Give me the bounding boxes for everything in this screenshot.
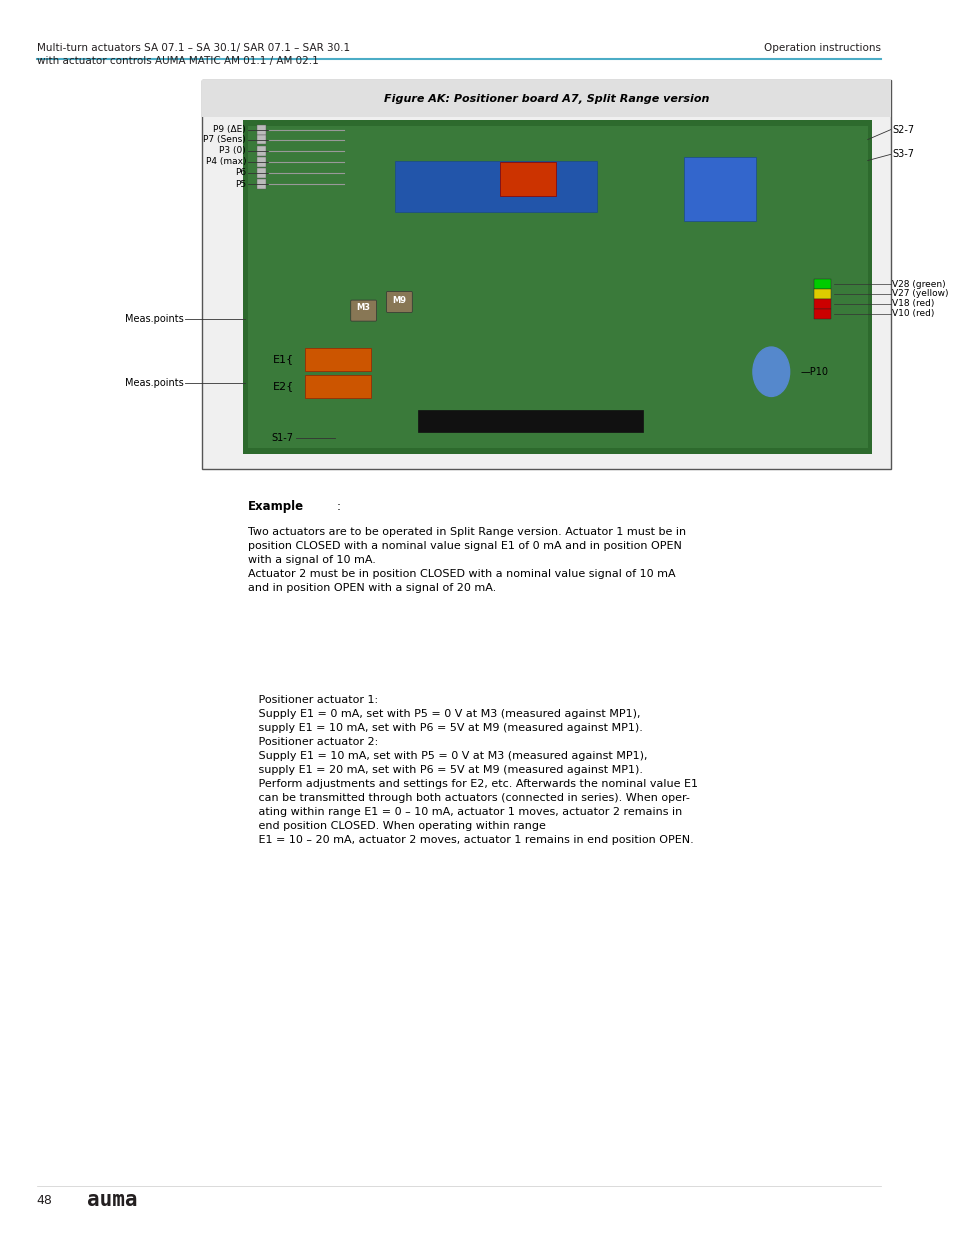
FancyBboxPatch shape (256, 125, 266, 135)
Text: S1-7: S1-7 (272, 433, 294, 443)
FancyBboxPatch shape (814, 309, 830, 319)
FancyBboxPatch shape (814, 279, 830, 289)
Text: E1{: E1{ (273, 354, 294, 364)
Text: V10 (red): V10 (red) (892, 309, 934, 319)
Text: E2{: E2{ (273, 382, 294, 391)
Text: P9 (ΔE): P9 (ΔE) (213, 125, 246, 135)
Text: Multi-turn actuators SA 07.1 – SA 30.1/ SAR 07.1 – SAR 30.1
with actuator contro: Multi-turn actuators SA 07.1 – SA 30.1/ … (36, 43, 350, 67)
Text: P7 (Sens): P7 (Sens) (203, 135, 246, 144)
Text: M3: M3 (356, 303, 370, 312)
FancyBboxPatch shape (256, 168, 266, 178)
Text: V28 (green): V28 (green) (892, 279, 945, 289)
Text: Figure AK: Positioner board A7, Split Range version: Figure AK: Positioner board A7, Split Ra… (383, 94, 708, 104)
Text: P4 (max): P4 (max) (205, 157, 246, 167)
Text: Positioner actuator 1:
   Supply E1 = 0 mA, set with P5 = 0 V at M3 (measured ag: Positioner actuator 1: Supply E1 = 0 mA,… (248, 695, 698, 845)
FancyBboxPatch shape (256, 179, 266, 189)
Text: P3 (0): P3 (0) (219, 146, 246, 156)
Text: S2-7: S2-7 (892, 125, 914, 135)
FancyBboxPatch shape (202, 80, 890, 469)
FancyBboxPatch shape (202, 80, 890, 117)
FancyBboxPatch shape (305, 375, 371, 398)
Text: Example: Example (248, 500, 304, 514)
FancyBboxPatch shape (305, 348, 371, 370)
FancyBboxPatch shape (256, 146, 266, 156)
FancyBboxPatch shape (814, 289, 830, 299)
Text: Meas.points: Meas.points (125, 314, 183, 324)
Text: —P10: —P10 (800, 367, 828, 377)
Text: V18 (red): V18 (red) (892, 299, 934, 309)
FancyBboxPatch shape (500, 162, 555, 196)
Circle shape (752, 347, 789, 396)
Text: P5: P5 (234, 179, 246, 189)
FancyBboxPatch shape (256, 157, 266, 167)
FancyBboxPatch shape (248, 126, 867, 448)
FancyBboxPatch shape (683, 157, 755, 221)
Text: P6: P6 (234, 168, 246, 178)
FancyBboxPatch shape (395, 161, 597, 212)
FancyBboxPatch shape (243, 120, 871, 454)
FancyBboxPatch shape (417, 410, 642, 432)
Text: :: : (336, 500, 340, 514)
Text: auma: auma (87, 1191, 137, 1210)
Text: V27 (yellow): V27 (yellow) (892, 289, 948, 299)
Text: M9: M9 (392, 295, 406, 305)
Text: Operation instructions: Operation instructions (763, 43, 881, 53)
FancyBboxPatch shape (386, 291, 412, 312)
Text: 48: 48 (36, 1194, 52, 1207)
FancyBboxPatch shape (814, 299, 830, 309)
Text: Two actuators are to be operated in Split Range version. Actuator 1 must be in
p: Two actuators are to be operated in Spli… (248, 527, 685, 593)
FancyBboxPatch shape (256, 135, 266, 144)
FancyBboxPatch shape (351, 300, 376, 321)
Text: Meas.points: Meas.points (125, 378, 183, 388)
Text: S3-7: S3-7 (892, 149, 914, 159)
